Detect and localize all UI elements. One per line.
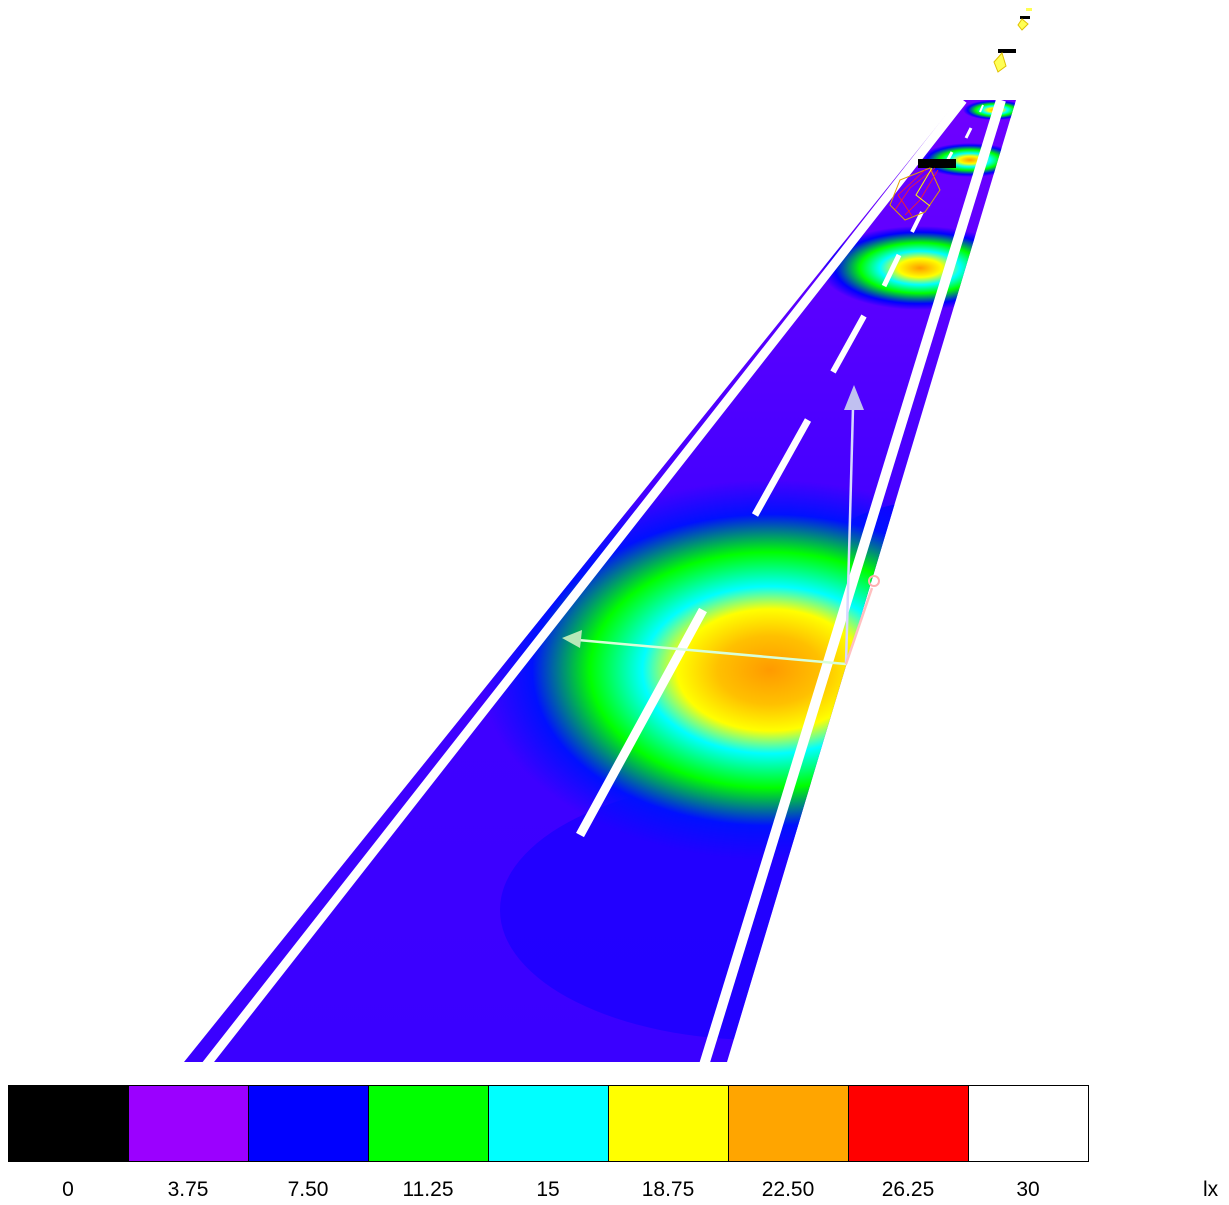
legend-tick-label: 30 <box>1016 1178 1040 1201</box>
legend-tick-label: 26.25 <box>881 1178 935 1201</box>
legend-tick-label: 0 <box>62 1178 74 1201</box>
legend-swatch <box>248 1085 369 1162</box>
center-dash <box>830 314 867 374</box>
center-dash <box>576 607 707 838</box>
legend-tick-label: 3.75 <box>167 1178 209 1201</box>
right-edge-line <box>699 98 1006 1067</box>
center-dash <box>751 418 812 517</box>
legend-swatch <box>128 1085 249 1162</box>
legend-tick-label: 18.75 <box>641 1178 695 1201</box>
center-dash <box>910 211 924 233</box>
y-axis <box>844 407 855 665</box>
legend-swatch <box>968 1085 1089 1162</box>
legend-unit: lx <box>1203 1178 1219 1201</box>
center-dash <box>979 104 984 113</box>
legend-swatch <box>488 1085 609 1162</box>
center-dash <box>881 253 902 288</box>
legend-tick-label: 11.25 <box>402 1178 454 1201</box>
road-surface <box>184 100 1016 1062</box>
y-axis-arrowhead <box>844 385 864 410</box>
legend-swatch <box>608 1085 729 1162</box>
light-pool-1 <box>480 480 1016 860</box>
legend-swatch <box>8 1085 129 1162</box>
left-edge-line <box>202 97 967 1068</box>
legend-tick-label: 7.50 <box>287 1178 329 1201</box>
lane-markings <box>202 97 1006 1068</box>
coordinate-axes-gizmo <box>562 385 880 666</box>
road-illuminance-scene <box>184 8 1032 1068</box>
legend-swatch <box>728 1085 849 1162</box>
legend-tick-label: 22.50 <box>761 1178 815 1201</box>
luminaire-icon <box>993 49 1016 73</box>
luminaire-icon <box>889 159 956 221</box>
x-axis-arrowhead <box>562 630 582 648</box>
legend-swatch <box>848 1085 969 1162</box>
luminaire-icon <box>1017 8 1032 31</box>
z-axis-arrowhead <box>868 575 880 587</box>
x-axis <box>577 638 847 666</box>
legend-tick-label: 15 <box>536 1178 560 1201</box>
legend-swatch <box>368 1085 489 1162</box>
center-dash <box>964 127 973 139</box>
illuminance-legend <box>8 1085 1089 1162</box>
z-axis <box>844 587 874 665</box>
light-pool-3 <box>920 143 1016 177</box>
